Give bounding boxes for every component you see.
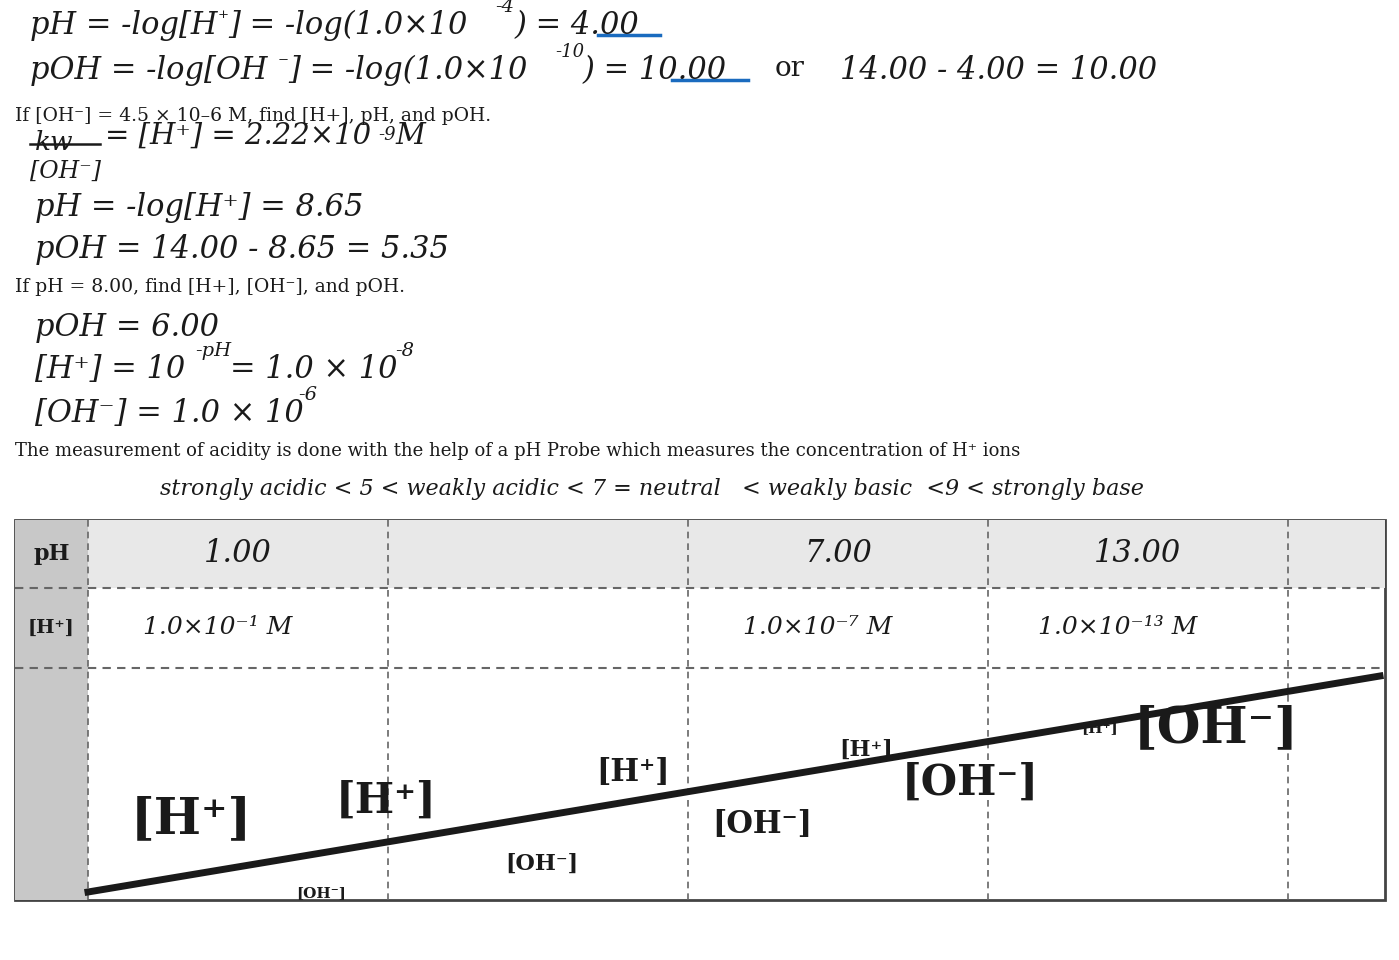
Text: [H⁺] = 10: [H⁺] = 10 xyxy=(35,354,185,385)
Text: [OH⁻]: [OH⁻] xyxy=(29,160,101,183)
Bar xyxy=(15,520,1385,900)
Text: pOH = 6.00: pOH = 6.00 xyxy=(35,312,220,343)
Text: pH = -log[H: pH = -log[H xyxy=(29,10,217,41)
Text: strongly acidic < 5 < weakly acidic < 7 = neutral   < weakly basic  <9 < strongl: strongly acidic < 5 < weakly acidic < 7 … xyxy=(159,478,1144,500)
Text: 13.00: 13.00 xyxy=(1094,539,1182,569)
Text: 1.00: 1.00 xyxy=(204,539,271,569)
Text: -10: -10 xyxy=(555,43,585,61)
Text: ) = 4.00: ) = 4.00 xyxy=(515,10,639,41)
Text: pOH = 14.00 - 8.65 = 5.35: pOH = 14.00 - 8.65 = 5.35 xyxy=(35,234,449,265)
Text: [OH⁻]: [OH⁻] xyxy=(712,808,813,840)
Text: [H⁺]: [H⁺] xyxy=(1081,721,1118,734)
Text: -4: -4 xyxy=(495,0,513,16)
Text: ] = -log(1.0×10: ] = -log(1.0×10 xyxy=(288,55,527,86)
Text: [OH⁻]: [OH⁻] xyxy=(505,853,579,876)
Text: [H⁺]: [H⁺] xyxy=(596,757,670,788)
Text: If [OH⁻] = 4.5 × 10–6 M, find [H+], pH, and pOH.: If [OH⁻] = 4.5 × 10–6 M, find [H+], pH, … xyxy=(15,107,491,125)
Text: The measurement of acidity is done with the help of a pH Probe which measures th: The measurement of acidity is done with … xyxy=(15,442,1020,460)
Text: If pH = 8.00, find [H+], [OH⁻], and pOH.: If pH = 8.00, find [H+], [OH⁻], and pOH. xyxy=(15,278,404,296)
Bar xyxy=(15,520,88,900)
Text: [H⁺]: [H⁺] xyxy=(132,795,252,844)
Text: [OH⁻] = 1.0 × 10: [OH⁻] = 1.0 × 10 xyxy=(35,398,304,429)
Text: pOH = -log[OH: pOH = -log[OH xyxy=(29,55,267,86)
Text: ⁺: ⁺ xyxy=(218,10,229,29)
Text: pH = -log[H⁺] = 8.65: pH = -log[H⁺] = 8.65 xyxy=(35,192,364,223)
Text: ] = -log(1.0×10: ] = -log(1.0×10 xyxy=(228,10,467,41)
Text: [H⁺]: [H⁺] xyxy=(28,619,76,637)
Text: -8: -8 xyxy=(395,342,414,360)
Text: = 1.0 × 10: = 1.0 × 10 xyxy=(229,354,397,385)
Text: = [H⁺] = 2.22×10: = [H⁺] = 2.22×10 xyxy=(105,122,371,150)
Text: pH: pH xyxy=(34,543,70,565)
Text: 1.0×10⁻¹ M: 1.0×10⁻¹ M xyxy=(143,616,292,639)
Text: -6: -6 xyxy=(298,386,318,404)
Text: -pH: -pH xyxy=(194,342,231,360)
Text: ) = 10.00: ) = 10.00 xyxy=(583,55,727,86)
Text: [H⁺]: [H⁺] xyxy=(839,739,893,761)
Text: 14.00 - 4.00 = 10.00: 14.00 - 4.00 = 10.00 xyxy=(839,55,1157,86)
Text: [OH⁻]: [OH⁻] xyxy=(297,886,347,900)
Text: 1.0×10⁻⁷ M: 1.0×10⁻⁷ M xyxy=(743,616,893,639)
Text: 1.0×10⁻¹³ M: 1.0×10⁻¹³ M xyxy=(1038,616,1198,639)
Text: 7.00: 7.00 xyxy=(804,539,872,569)
Bar xyxy=(15,520,1385,588)
Text: kw: kw xyxy=(35,130,74,155)
Text: [OH⁻]: [OH⁻] xyxy=(1135,704,1298,753)
Text: [H⁺]: [H⁺] xyxy=(336,780,436,821)
Text: ⁻: ⁻ xyxy=(278,55,290,74)
Text: or: or xyxy=(775,55,804,82)
Text: [OH⁻]: [OH⁻] xyxy=(901,761,1038,804)
Text: -9: -9 xyxy=(378,126,396,144)
Text: M: M xyxy=(395,122,425,150)
